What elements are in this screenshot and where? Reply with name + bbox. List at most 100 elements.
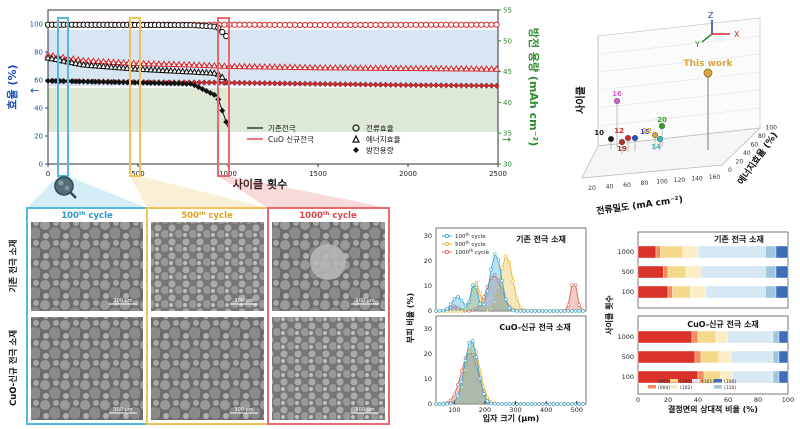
facet-segment xyxy=(697,245,766,259)
dc-point xyxy=(332,81,339,88)
ee-point xyxy=(143,65,151,73)
dist-point xyxy=(460,369,464,373)
dist-point xyxy=(489,401,493,406)
dist-point xyxy=(526,309,530,313)
dc-point xyxy=(377,81,384,88)
dc-point xyxy=(362,81,369,88)
facet-x-tick-label: 60 xyxy=(724,396,732,404)
ee-point xyxy=(72,59,80,66)
dist-point xyxy=(566,309,570,313)
scale-bar-label: 300 μm xyxy=(355,298,374,304)
dist-point xyxy=(555,402,559,406)
dc-point xyxy=(337,81,344,88)
grid-line xyxy=(597,107,761,127)
ee-point xyxy=(245,62,254,70)
facet-legend-swatch xyxy=(692,379,700,383)
dist-point xyxy=(548,309,552,313)
facet-segment xyxy=(637,330,693,344)
ee-point xyxy=(492,65,501,72)
dist-point xyxy=(448,305,453,310)
dc-point xyxy=(163,80,170,87)
dc-point xyxy=(139,79,147,86)
dist-point xyxy=(577,309,581,313)
axis-letter-x: X xyxy=(734,30,740,39)
dc-point xyxy=(60,78,67,85)
left-arrow: ← xyxy=(30,84,39,97)
dc-point xyxy=(96,78,103,85)
dc-point xyxy=(266,80,273,87)
dist-point xyxy=(448,302,453,307)
ee-point xyxy=(361,64,370,71)
ee-point xyxy=(104,58,113,65)
dc-point xyxy=(296,80,304,87)
legend-ee: 에너지효율 xyxy=(366,134,401,144)
y3d-tick-label: 80 xyxy=(758,133,766,140)
dist-y-tick-label: 20 xyxy=(424,350,432,358)
ee-point xyxy=(170,60,178,68)
dc-point xyxy=(199,85,206,93)
facet-segment xyxy=(697,330,717,344)
dist-point xyxy=(448,398,453,403)
dc-point xyxy=(159,80,166,87)
dist-point xyxy=(445,402,449,406)
facet-legend-label: (110) xyxy=(724,385,736,391)
dist-point xyxy=(437,402,442,406)
ee-point xyxy=(432,64,440,72)
legend-word: cycle xyxy=(470,234,487,240)
ce-point xyxy=(458,21,465,28)
dist-point xyxy=(434,402,438,406)
ee-point xyxy=(326,63,334,71)
ce-point xyxy=(301,21,309,29)
dc-point xyxy=(84,78,91,85)
legend-cuo: CuO 신규전극 xyxy=(268,134,314,144)
dist-y-tick-label: 0 xyxy=(428,400,432,408)
lit-point-label: 14 xyxy=(651,143,661,151)
x-tick-label: 2000 xyxy=(399,170,417,178)
dist-legend-label: 500th cycle xyxy=(455,240,486,248)
facet-x-tick-label: 80 xyxy=(754,396,762,404)
ee-point xyxy=(103,62,112,70)
legend-num: 100 xyxy=(455,234,466,240)
axis-letter-z: Z xyxy=(708,11,714,20)
dist-x-tick-label: 300 xyxy=(509,406,521,414)
highlight-100 xyxy=(57,17,69,177)
facet-segment xyxy=(772,350,780,364)
ee-point xyxy=(175,60,183,68)
dist-point xyxy=(496,258,501,262)
facet-segment xyxy=(772,370,780,384)
cycle-label-500: 500th cycle xyxy=(181,211,233,221)
dc-point xyxy=(221,79,228,86)
cycle-label-100: 100th cycle xyxy=(61,211,113,221)
dist-point xyxy=(562,402,567,406)
dist-point xyxy=(448,309,453,313)
facet-segment xyxy=(700,265,766,279)
dc-point xyxy=(211,79,218,86)
lit-point xyxy=(632,134,639,141)
dc-point xyxy=(211,91,218,98)
dist-point xyxy=(537,402,541,406)
facet-segment xyxy=(685,265,702,279)
dist-point xyxy=(570,402,574,406)
facet-y-tick-label: 500 xyxy=(622,353,634,361)
ee-point xyxy=(155,66,163,73)
dist-point xyxy=(562,309,567,313)
facet-segment xyxy=(765,285,777,299)
facet-segment xyxy=(778,350,789,364)
facet-legend-label: (103) xyxy=(680,379,692,385)
dist-area xyxy=(436,275,586,311)
sem-image-baseline-500 xyxy=(151,222,264,311)
dist-point xyxy=(493,252,497,256)
magnifier-icon xyxy=(54,176,77,199)
dist-point xyxy=(573,309,578,313)
dist-point xyxy=(467,350,471,354)
dc-point xyxy=(327,81,334,88)
dc-point xyxy=(80,78,87,85)
ee-point xyxy=(321,63,329,71)
facet-segment xyxy=(667,265,687,279)
facet-y-tick-label: 1000 xyxy=(617,333,634,341)
facet-segment xyxy=(732,370,774,384)
ee-point xyxy=(311,63,319,71)
facet-legend-label: (102) xyxy=(680,385,692,391)
facet-legend-swatch xyxy=(714,385,722,389)
ce-point xyxy=(493,21,500,28)
